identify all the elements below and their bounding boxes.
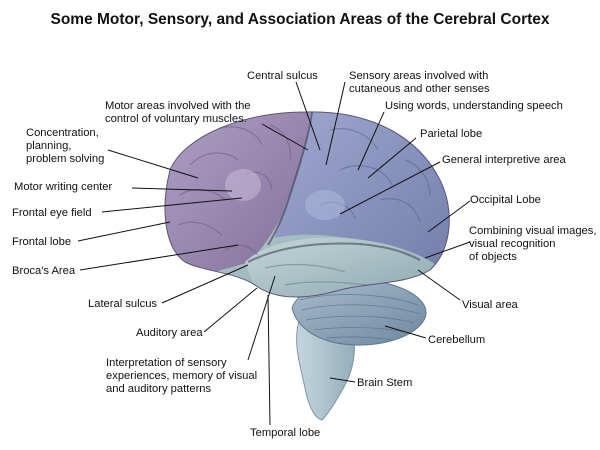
- label-brain-stem: Brain Stem: [357, 377, 412, 389]
- brain-illustration: [164, 111, 450, 421]
- label-frontal-eye-field: Frontal eye field: [12, 207, 92, 219]
- cerebellum-folia: [299, 294, 421, 341]
- label-central-sulcus: Central sulcus: [247, 70, 318, 82]
- leader-lines: [77, 81, 471, 426]
- label-visual-area: Visual area: [462, 299, 519, 311]
- label-concentration: Concentration, planning, problem solving: [26, 127, 104, 165]
- label-motor-writing: Motor writing center: [14, 181, 113, 193]
- label-cerebellum: Cerebellum: [428, 334, 485, 346]
- label-brocas-area: Broca's Area: [12, 265, 76, 277]
- label-temporal-lobe: Temporal lobe: [250, 427, 320, 439]
- cerebrum-outline: [164, 111, 450, 298]
- label-interpretation: Interpretation of sensory experiences, m…: [106, 357, 260, 395]
- diagram-title: Some Motor, Sensory, and Association Are…: [51, 11, 550, 28]
- label-general-interpretive: General interpretive area: [442, 154, 567, 166]
- label-combining-visual: Combining visual images, visual recognit…: [469, 225, 600, 263]
- label-using-words: Using words, understanding speech: [385, 100, 563, 112]
- label-auditory-area: Auditory area: [136, 327, 203, 339]
- label-parietal-lobe: Parietal lobe: [420, 128, 482, 140]
- label-sensory-areas: Sensory areas involved with cutaneous an…: [349, 70, 491, 95]
- label-occipital-lobe: Occipital Lobe: [470, 194, 541, 206]
- label-lateral-sulcus: Lateral sulcus: [88, 298, 157, 310]
- label-motor-areas: Motor areas involved with the control of…: [105, 100, 254, 125]
- label-frontal-lobe: Frontal lobe: [12, 236, 71, 248]
